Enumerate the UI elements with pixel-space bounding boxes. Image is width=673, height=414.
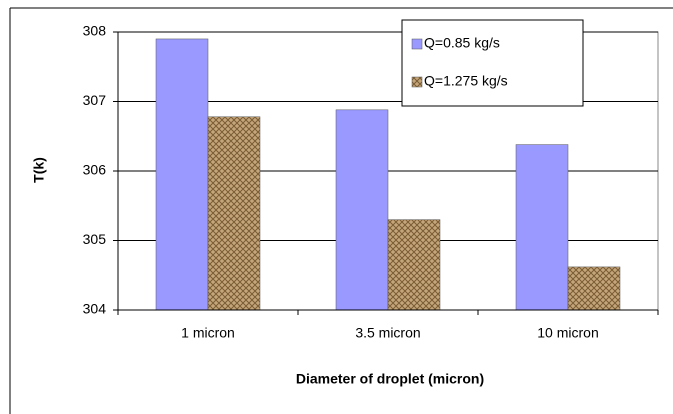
bar bbox=[155, 38, 209, 311]
bar bbox=[515, 144, 569, 311]
legend-box bbox=[401, 19, 584, 107]
bar bbox=[207, 116, 261, 311]
x-axis-label: Diameter of droplet (micron) bbox=[296, 371, 484, 387]
x-tick-label: 10 micron bbox=[537, 325, 598, 341]
y-tick-label: 304 bbox=[83, 301, 107, 317]
legend-swatch bbox=[411, 76, 423, 88]
legend-swatch bbox=[411, 38, 423, 50]
legend-label: Q=1.275 kg/s bbox=[424, 73, 508, 89]
x-tick-label: 1 micron bbox=[181, 325, 235, 341]
y-tick-label: 305 bbox=[83, 231, 107, 247]
y-axis-label: T(k) bbox=[31, 157, 47, 183]
bar bbox=[335, 109, 389, 311]
legend-label: Q=0.85 kg/s bbox=[424, 35, 500, 51]
y-tick-label: 306 bbox=[83, 162, 107, 178]
y-tick-label: 308 bbox=[83, 23, 107, 39]
bar bbox=[387, 219, 441, 311]
y-tick-label: 307 bbox=[83, 92, 107, 108]
x-tick-label: 3.5 micron bbox=[355, 325, 420, 341]
bar bbox=[567, 266, 621, 311]
